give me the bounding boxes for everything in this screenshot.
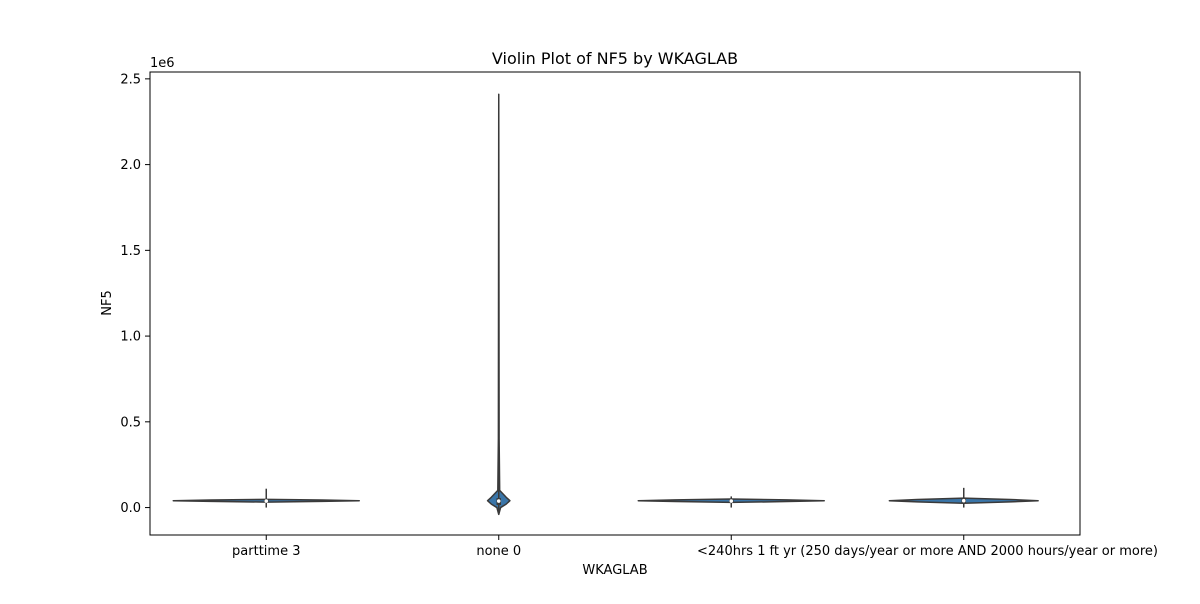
violin-median-point (264, 499, 269, 503)
chart-title: Violin Plot of NF5 by WKAGLAB (492, 49, 738, 68)
y-offset-label: 1e6 (150, 56, 175, 71)
x-tick-label: ft yr (250 days/year or more AND 2000 ho… (770, 544, 1158, 559)
violin-median-point (729, 499, 734, 503)
x-axis-label: WKAGLAB (582, 563, 647, 578)
y-tick-label: 0.5 (120, 415, 141, 430)
plot-frame (149, 71, 1081, 536)
y-tick-label: 2.5 (120, 72, 141, 87)
y-tick-label: 1.5 (120, 244, 141, 259)
x-tick-label: parttime 3 (232, 544, 300, 559)
x-tick-label: <240hrs 1 (697, 544, 765, 559)
y-tick-label: 0.0 (120, 501, 141, 516)
y-tick-label: 2.0 (120, 158, 141, 173)
x-tick-label: none 0 (476, 544, 521, 559)
y-tick-label: 1.0 (120, 330, 141, 345)
violin-median-point (496, 499, 501, 503)
violin-median-point (961, 498, 966, 503)
y-axis-label: NF5 (100, 290, 115, 315)
plot-content: 0.0 0.5 1.0 1.5 2.0 2.5 parttime 3 none 0 <240hr… (120, 72, 1158, 559)
